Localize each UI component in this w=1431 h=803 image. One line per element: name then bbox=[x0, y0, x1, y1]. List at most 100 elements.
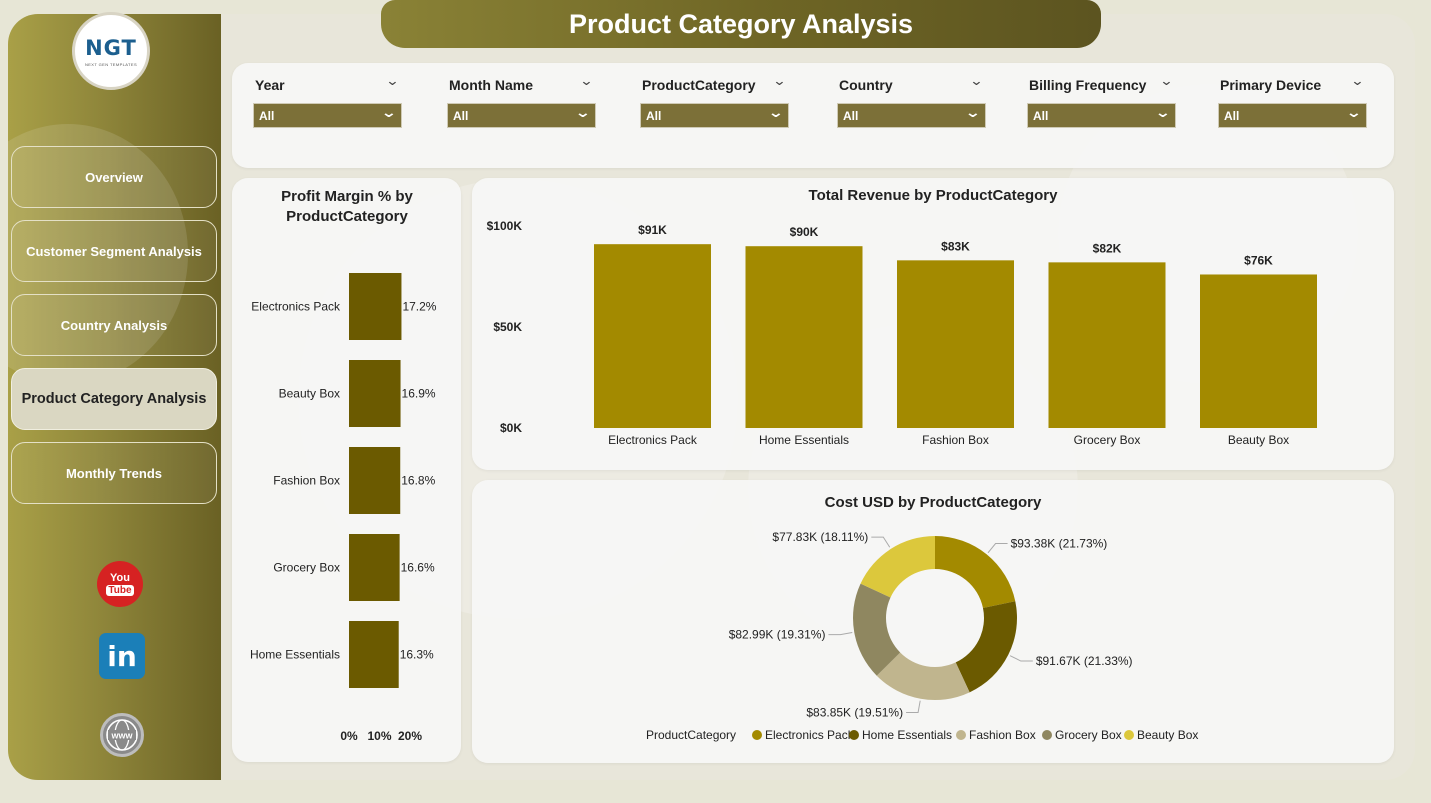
revenue-title: Total Revenue by ProductCategory bbox=[808, 187, 1058, 204]
margin-category-label: Home Essentials bbox=[250, 648, 340, 662]
cost-legend-item: Fashion Box bbox=[969, 728, 1036, 742]
cost-legend-item: Grocery Box bbox=[1055, 728, 1122, 742]
chevron-down-icon: ⌄ bbox=[1154, 104, 1172, 120]
revenue-y-tick: $100K bbox=[487, 219, 523, 233]
margin-bar bbox=[349, 621, 399, 688]
chevron-down-icon[interactable]: ⌄ bbox=[969, 73, 984, 88]
filter-value: All bbox=[453, 109, 469, 123]
filter-value: All bbox=[259, 109, 275, 123]
filter-panel: Year ⌄ All ⌄ Month Name ⌄ All ⌄ ProductCat… bbox=[232, 63, 1394, 168]
margin-value-label: 17.2% bbox=[402, 300, 436, 314]
logo-subtitle: NEXT GEN TEMPLATES bbox=[84, 61, 138, 67]
cost-leader-line bbox=[871, 536, 891, 548]
filter-value: All bbox=[1224, 109, 1240, 123]
revenue-category-label: Electronics Pack bbox=[608, 433, 698, 447]
cost-legend-item: Beauty Box bbox=[1137, 728, 1198, 742]
linkedin-icon[interactable]: in bbox=[99, 633, 145, 679]
margin-category-label: Beauty Box bbox=[279, 387, 340, 401]
nav-product-category-analysis[interactable]: Product Category Analysis bbox=[11, 368, 217, 430]
margin-bar bbox=[349, 360, 401, 427]
margin-category-label: Grocery Box bbox=[273, 561, 340, 575]
revenue-category-label: Fashion Box bbox=[922, 433, 989, 447]
nav-customer-segment-analysis[interactable]: Customer Segment Analysis bbox=[11, 220, 217, 282]
nav-overview[interactable]: Overview bbox=[11, 146, 217, 208]
logo: NGT NEXT GEN TEMPLATES bbox=[72, 12, 150, 90]
filter-label: Primary Device bbox=[1220, 77, 1322, 93]
cost-legend-marker bbox=[752, 730, 762, 740]
filter-country-select[interactable]: All ⌄ bbox=[837, 103, 986, 128]
globe-icon-graphic: www bbox=[106, 719, 138, 751]
cost-legend-title: ProductCategory bbox=[646, 728, 736, 742]
cost-legend-item: Home Essentials bbox=[862, 728, 952, 742]
nav-country-analysis[interactable]: Country Analysis bbox=[11, 294, 217, 356]
cost-slice-label: $82.99K (19.31%) bbox=[729, 628, 826, 642]
filter-value: All bbox=[646, 109, 662, 123]
revenue-value-label: $83K bbox=[941, 239, 970, 253]
page-title: Product Category Analysis bbox=[381, 0, 1101, 48]
filter-label: Billing Frequency bbox=[1029, 77, 1147, 93]
margin-bar bbox=[349, 534, 400, 601]
cost-slice-label: $93.38K (21.73%) bbox=[1011, 537, 1108, 551]
cost-legend-marker bbox=[1124, 730, 1134, 740]
cost-slice-label: $83.85K (19.51%) bbox=[806, 705, 903, 719]
filter-label: Country bbox=[839, 77, 893, 93]
chevron-down-icon[interactable]: ⌄ bbox=[1159, 73, 1174, 88]
revenue-category-label: Grocery Box bbox=[1074, 433, 1141, 447]
revenue-bar bbox=[1048, 262, 1166, 428]
margin-value-label: 16.3% bbox=[400, 648, 434, 662]
revenue-chart: $0K $50K $100K $91K Electronics Pack $90K Home… bbox=[487, 219, 1317, 447]
cost-legend-marker bbox=[849, 730, 859, 740]
chevron-down-icon: ⌄ bbox=[1345, 104, 1363, 120]
margin-value-label: 16.6% bbox=[401, 561, 435, 575]
revenue-value-label: $82K bbox=[1093, 241, 1122, 255]
chevron-down-icon: ⌄ bbox=[574, 104, 592, 120]
globe-icon-text: www bbox=[110, 731, 133, 741]
filter-productcategory-select[interactable]: All ⌄ bbox=[640, 103, 789, 128]
revenue-value-label: $76K bbox=[1244, 253, 1273, 267]
margin-category-label: Fashion Box bbox=[273, 474, 340, 488]
margin-x-tick: 10% bbox=[367, 729, 391, 743]
cost-title: Cost USD by ProductCategory bbox=[824, 494, 1042, 511]
revenue-category-label: Home Essentials bbox=[759, 433, 849, 447]
revenue-card: Total Revenue by ProductCategory $0K $50K… bbox=[472, 178, 1394, 470]
chevron-down-icon[interactable]: ⌄ bbox=[579, 73, 594, 88]
profit-margin-chart: Electronics Pack 17.2% Beauty Box 16.9% Fash… bbox=[250, 273, 437, 743]
chevron-down-icon: ⌄ bbox=[767, 104, 785, 120]
filter-year-select[interactable]: All ⌄ bbox=[253, 103, 402, 128]
margin-x-tick: 20% bbox=[398, 729, 422, 743]
chevron-down-icon[interactable]: ⌄ bbox=[1350, 73, 1365, 88]
cost-legend-item: Electronics Pack bbox=[765, 728, 855, 742]
revenue-category-label: Beauty Box bbox=[1228, 433, 1289, 447]
cost-leader-line bbox=[906, 700, 921, 713]
revenue-bar bbox=[1200, 274, 1317, 428]
chevron-down-icon[interactable]: ⌄ bbox=[385, 73, 400, 88]
revenue-value-label: $90K bbox=[790, 225, 819, 239]
margin-value-label: 16.9% bbox=[402, 387, 436, 401]
linkedin-icon-text: in bbox=[107, 639, 137, 673]
margin-category-label: Electronics Pack bbox=[251, 300, 341, 314]
youtube-icon-text: You bbox=[110, 571, 130, 584]
cost-slice bbox=[955, 601, 1017, 693]
cost-slice-label: $77.83K (18.11%) bbox=[772, 530, 868, 544]
nav-monthly-trends[interactable]: Monthly Trends bbox=[11, 442, 217, 504]
revenue-y-tick: $0K bbox=[500, 421, 522, 435]
cost-legend-marker bbox=[956, 730, 966, 740]
cost-card: Cost USD by ProductCategory $93.38K (21.… bbox=[472, 480, 1394, 763]
youtube-icon[interactable]: You Tube bbox=[97, 561, 143, 607]
filter-month-name-select[interactable]: All ⌄ bbox=[447, 103, 596, 128]
filter-label: Month Name bbox=[449, 77, 533, 93]
filter-billing-frequency-select[interactable]: All ⌄ bbox=[1027, 103, 1176, 128]
cost-leader-line bbox=[1009, 655, 1033, 662]
filter-primary-device-select[interactable]: All ⌄ bbox=[1218, 103, 1367, 128]
globe-icon[interactable]: www bbox=[100, 713, 144, 757]
chevron-down-icon[interactable]: ⌄ bbox=[772, 73, 787, 88]
cost-slice bbox=[935, 536, 1016, 609]
cost-legend-marker bbox=[1042, 730, 1052, 740]
margin-value-label: 16.8% bbox=[401, 474, 435, 488]
revenue-bar bbox=[897, 260, 1014, 428]
chevron-down-icon: ⌄ bbox=[380, 104, 398, 120]
filter-label: ProductCategory bbox=[642, 77, 756, 93]
cost-leader-line bbox=[828, 632, 853, 636]
logo-mark: NGT bbox=[85, 35, 137, 60]
revenue-bar bbox=[594, 244, 711, 428]
